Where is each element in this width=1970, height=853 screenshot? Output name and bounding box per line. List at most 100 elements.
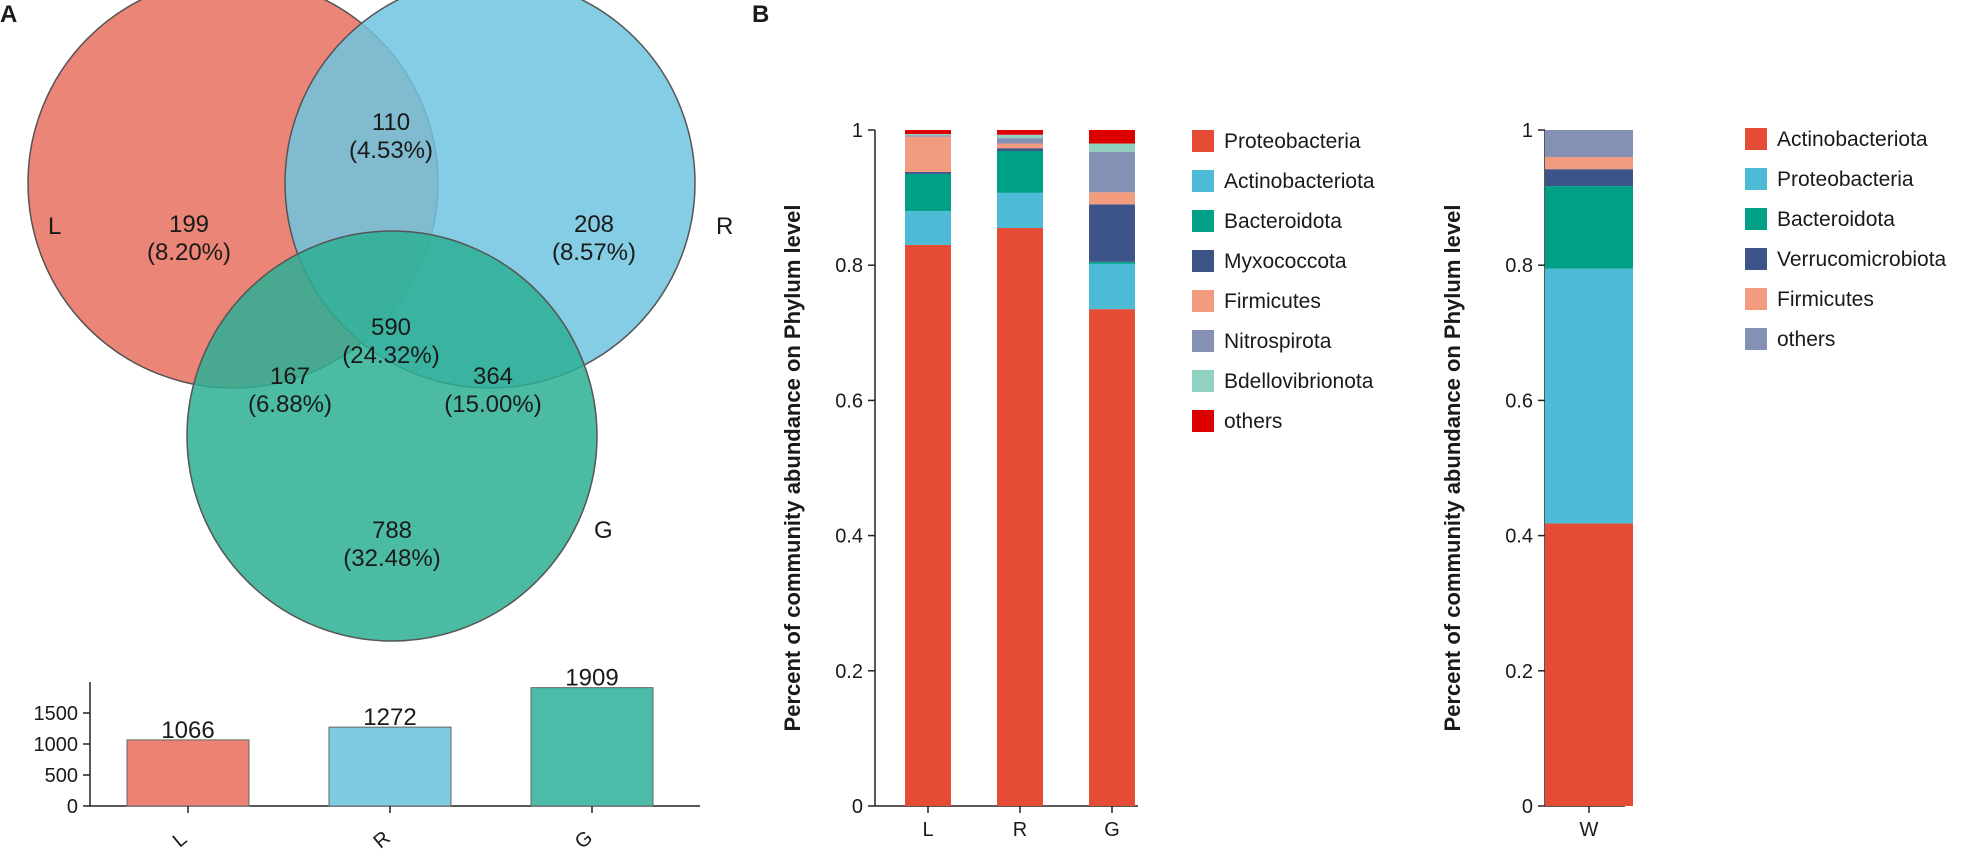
venn-pct-lg: (6.88%): [248, 391, 332, 418]
stack-segment: [905, 130, 951, 135]
stack-segment: [1545, 186, 1633, 269]
bar: [328, 726, 452, 807]
legend-swatch: [1192, 330, 1214, 352]
legend-swatch: [1745, 128, 1767, 150]
legend-swatch: [1192, 130, 1214, 152]
legend-label: Bdellovibrionota: [1224, 370, 1374, 393]
legend-swatch: [1192, 210, 1214, 232]
venn-pct-r-only: (8.57%): [552, 239, 636, 266]
venn-pct-lrg: (24.32%): [342, 342, 439, 369]
legend-label: Proteobacteria: [1777, 168, 1914, 191]
bar: [530, 687, 654, 807]
stack-segment: [905, 136, 951, 172]
x-tick-label: W: [1580, 819, 1599, 841]
stack-segment: [997, 143, 1043, 149]
stack-segment: [905, 134, 951, 136]
y-tick-label: 0: [1522, 796, 1533, 818]
stack-segment: [905, 171, 951, 174]
venn-pct-lr: (4.53%): [349, 137, 433, 164]
bar: [126, 739, 250, 807]
y-tick-label: 0.8: [1505, 255, 1533, 277]
stack-segment: [1089, 261, 1135, 264]
bar-value-label: 1272: [363, 704, 416, 731]
y-tick-label: 1000: [34, 734, 79, 756]
legend-label: Firmicutes: [1777, 288, 1874, 311]
venn-pct-l-only: (8.20%): [147, 239, 231, 266]
y-tick-label: 0: [67, 796, 78, 818]
stack-segment: [905, 135, 951, 137]
stack-segment: [1545, 157, 1633, 170]
legend-label: Actinobacteriota: [1777, 128, 1928, 151]
legend-swatch: [1745, 208, 1767, 230]
venn-count-rg: 364: [473, 363, 513, 390]
venn-count-lg: 167: [270, 363, 310, 390]
bar-value-label: 1909: [565, 665, 618, 692]
x-tick-label: R: [1013, 819, 1027, 841]
x-tick-label: L: [169, 828, 192, 852]
y-tick-label: 0.6: [835, 390, 863, 412]
legend-label: Proteobacteria: [1224, 130, 1361, 153]
stack-segment: [997, 192, 1043, 229]
venn-diagram: L R G 199 (8.20%) 208 (8.57%) 110 (4.53%…: [27, 0, 733, 642]
x-tick-label: L: [922, 819, 933, 841]
y-axis-title: Percent of community abundance on Phylum…: [780, 205, 805, 732]
stack-segment: [905, 244, 951, 807]
y-tick-label: 0: [852, 796, 863, 818]
x-tick-label: R: [369, 827, 394, 853]
y-tick-label: 1: [852, 120, 863, 142]
stack-segment: [1545, 268, 1633, 524]
y-tick-label: 1500: [34, 703, 79, 725]
venn-set-label-g: G: [594, 517, 613, 544]
set-size-bar-chart: 0 500 1000 1500 1066 L 1272 R 1909 G: [34, 665, 700, 853]
venn-pct-rg: (15.00%): [444, 391, 541, 418]
stack-segment: [997, 228, 1043, 806]
panel-label-a: A: [0, 1, 17, 28]
y-tick-label: 0.2: [835, 661, 863, 683]
venn-count-lr: 110: [372, 109, 410, 136]
legend-label: Firmicutes: [1224, 290, 1321, 313]
y-tick-label: 0.4: [1505, 526, 1533, 548]
legend-swatch: [1745, 288, 1767, 310]
x-tick-label: G: [1104, 819, 1120, 841]
stack-segment: [1089, 143, 1135, 152]
stack-segment: [997, 134, 1043, 139]
y-tick-label: 1: [1522, 120, 1533, 142]
stack-segment: [1089, 309, 1135, 806]
y-axis-title: Percent of community abundance on Phylum…: [1440, 205, 1465, 732]
y-tick-label: 0.8: [835, 255, 863, 277]
stack-segment: [1089, 192, 1135, 205]
stack-segment: [1089, 204, 1135, 262]
phylum-stacked-chart-w: 0 0.2 0.4 0.6 0.8 1 Percent of community abund…: [1440, 120, 1947, 841]
venn-circle-g: [186, 230, 598, 642]
stack-segment: [1089, 151, 1135, 193]
y-tick-label: 0.4: [835, 526, 863, 548]
venn-count-g-only: 788: [372, 517, 412, 544]
venn-set-label-l: L: [48, 213, 61, 240]
stack-segment: [905, 211, 951, 245]
stack-segment: [1545, 169, 1633, 187]
legend-label: Bacteroidota: [1777, 208, 1895, 231]
y-tick-label: 500: [45, 765, 78, 787]
phylum-stacked-chart-lrg: 0 0.2 0.4 0.6 0.8 1 Percent of community abund…: [780, 120, 1375, 841]
legend-swatch: [1745, 168, 1767, 190]
legend-label: others: [1777, 328, 1835, 351]
y-tick-label: 0.6: [1505, 390, 1533, 412]
stack-segment: [1545, 523, 1633, 806]
legend-swatch: [1745, 248, 1767, 270]
x-tick-label: G: [571, 827, 597, 853]
stack-segment: [1089, 263, 1135, 310]
stack-segment: [1545, 130, 1633, 158]
legend-swatch: [1192, 370, 1214, 392]
stack-segment: [997, 138, 1043, 144]
y-tick-label: 0.2: [1505, 661, 1533, 683]
legend-label: Actinobacteriota: [1224, 170, 1375, 193]
stack-segment: [905, 173, 951, 212]
legend-swatch: [1745, 328, 1767, 350]
venn-pct-g-only: (32.48%): [343, 545, 440, 572]
venn-count-l-only: 199: [169, 211, 209, 238]
panel-label-b: B: [752, 1, 769, 28]
legend-swatch: [1192, 250, 1214, 272]
stack-segment: [997, 130, 1043, 135]
legend-label: Myxococcota: [1224, 250, 1347, 273]
